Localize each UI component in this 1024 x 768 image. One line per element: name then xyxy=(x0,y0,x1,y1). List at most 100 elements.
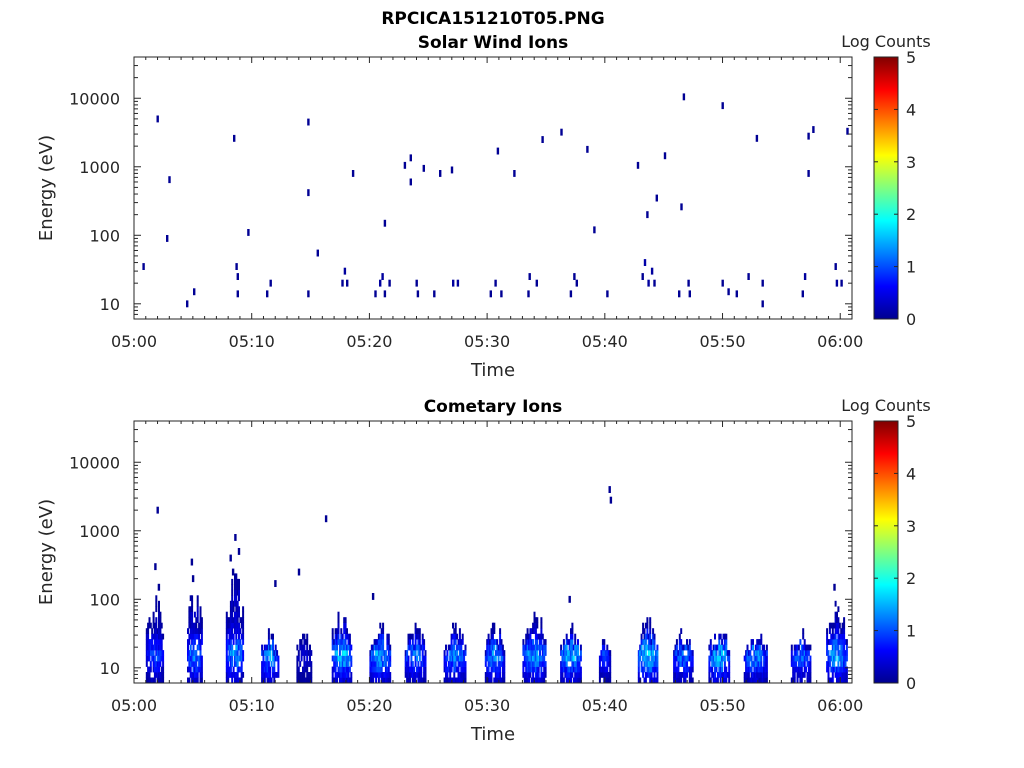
data-pixel xyxy=(840,655,843,662)
data-pixel xyxy=(231,622,234,629)
data-pixel xyxy=(543,655,546,662)
data-pixel xyxy=(649,672,652,678)
data-pixel xyxy=(807,672,810,678)
data-pixel xyxy=(242,611,245,618)
data-pixel xyxy=(439,170,442,177)
data-pixel xyxy=(684,661,687,667)
data-pixel xyxy=(373,644,376,651)
data-pixel xyxy=(652,633,655,640)
data-pixel xyxy=(537,661,540,667)
data-pixel xyxy=(540,633,543,640)
data-pixel xyxy=(606,661,609,667)
data-pixel xyxy=(386,672,389,678)
data-pixel xyxy=(198,633,201,640)
data-pixel xyxy=(336,633,338,640)
data-pixel xyxy=(653,677,656,684)
data-pixel xyxy=(644,644,647,651)
data-pixel xyxy=(528,655,530,662)
data-pixel xyxy=(379,655,382,662)
data-pixel xyxy=(790,661,793,667)
data-pixel xyxy=(843,639,846,645)
data-pixel xyxy=(490,644,493,651)
data-pixel xyxy=(802,655,805,662)
data-pixel xyxy=(372,672,375,678)
data-pixel xyxy=(501,672,504,678)
data-pixel xyxy=(147,639,150,645)
data-pixel xyxy=(838,622,841,629)
data-pixel xyxy=(716,677,719,684)
data-pixel xyxy=(686,639,688,645)
data-pixel xyxy=(235,595,238,602)
data-pixel xyxy=(571,639,574,645)
data-pixel xyxy=(416,672,418,678)
data-pixel xyxy=(568,666,571,673)
data-pixel xyxy=(644,655,647,662)
data-pixel xyxy=(450,633,453,640)
data-pixel xyxy=(261,677,264,684)
data-pixel xyxy=(152,677,155,684)
data-pixel xyxy=(236,600,239,607)
data-pixel xyxy=(753,661,756,667)
data-pixel xyxy=(300,672,303,678)
data-pixel xyxy=(302,644,304,651)
data-pixel xyxy=(331,655,334,662)
data-pixel xyxy=(577,650,579,656)
data-pixel xyxy=(642,655,645,662)
data-pixel xyxy=(640,666,643,673)
data-pixel xyxy=(719,644,722,651)
data-pixel xyxy=(675,655,678,662)
data-pixel xyxy=(496,672,499,678)
data-pixel xyxy=(376,666,379,673)
data-pixel xyxy=(234,628,236,634)
data-pixel xyxy=(423,666,426,673)
data-pixel xyxy=(231,650,234,656)
data-pixel xyxy=(540,622,543,629)
data-pixel xyxy=(562,650,565,656)
panel-title: Solar Wind Ions xyxy=(418,33,569,53)
data-pixel xyxy=(571,655,574,662)
data-pixel xyxy=(188,639,191,645)
data-pixel xyxy=(830,622,833,629)
data-pixel xyxy=(647,633,650,640)
data-pixel xyxy=(384,677,387,684)
data-pixel xyxy=(503,672,506,678)
data-pixel xyxy=(414,650,417,656)
data-pixel xyxy=(534,644,537,651)
data-pixel xyxy=(193,672,196,678)
data-pixel xyxy=(380,666,383,673)
data-pixel xyxy=(461,677,464,684)
data-pixel xyxy=(410,666,413,673)
data-pixel xyxy=(539,644,541,651)
data-pixel xyxy=(536,661,539,667)
data-pixel xyxy=(306,666,309,673)
data-pixel xyxy=(414,622,417,629)
data-pixel xyxy=(831,644,834,651)
data-pixel xyxy=(673,672,676,678)
data-pixel xyxy=(189,655,192,662)
data-pixel xyxy=(421,644,424,651)
data-pixel xyxy=(240,644,243,651)
data-pixel xyxy=(764,677,767,684)
data-pixel xyxy=(799,677,802,684)
data-pixel xyxy=(191,595,194,602)
data-pixel xyxy=(192,622,195,629)
data-pixel xyxy=(159,644,162,651)
data-pixel xyxy=(406,666,409,673)
data-pixel xyxy=(749,655,752,662)
data-pixel xyxy=(747,661,750,667)
data-pixel xyxy=(750,677,753,684)
data-pixel xyxy=(575,677,578,684)
data-pixel xyxy=(561,650,564,656)
data-pixel xyxy=(760,633,763,640)
data-pixel xyxy=(274,644,277,651)
data-pixel xyxy=(716,655,719,662)
data-pixel xyxy=(708,661,711,667)
data-pixel xyxy=(348,644,351,651)
data-pixel xyxy=(680,644,683,651)
data-pixel xyxy=(491,644,494,651)
data-pixel xyxy=(189,666,192,673)
data-pixel xyxy=(577,644,579,651)
data-pixel xyxy=(379,622,382,629)
data-pixel xyxy=(189,622,192,629)
data-pixel xyxy=(709,655,712,662)
